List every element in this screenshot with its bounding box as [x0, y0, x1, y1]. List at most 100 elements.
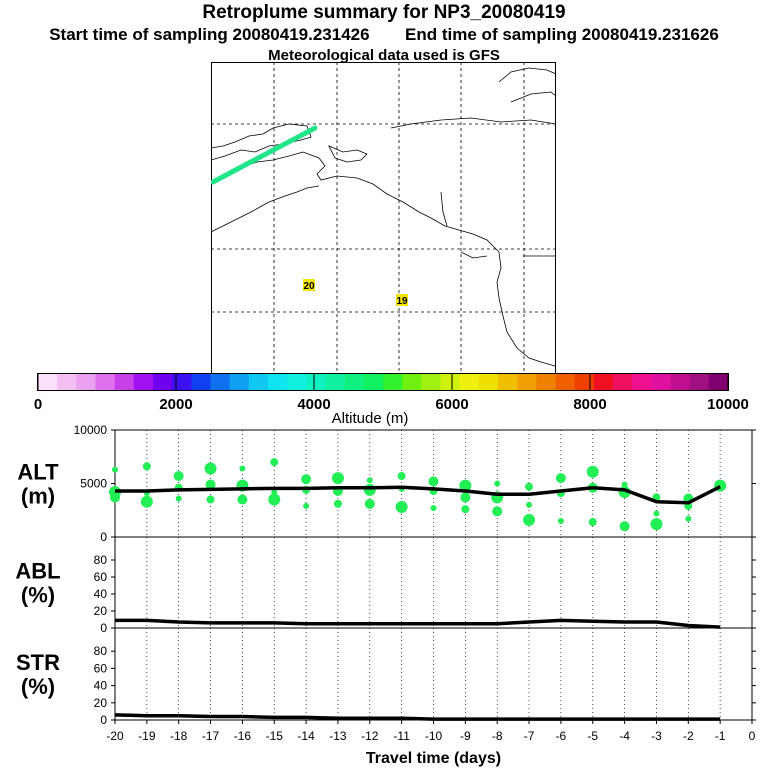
- panel-ylabel: STR: [16, 650, 60, 675]
- scatter-point: [492, 506, 503, 517]
- y-tick-label: 40: [94, 587, 108, 601]
- scatter-point: [140, 495, 153, 508]
- panel-ylabel: (%): [21, 583, 55, 608]
- colorbar-cell: [689, 374, 710, 390]
- end-value: 20080419.231626: [581, 25, 719, 44]
- plume-trajectory: [211, 125, 318, 185]
- y-tick-label: 60: [94, 570, 108, 584]
- scatter-point: [653, 510, 660, 517]
- scatter-point: [523, 513, 536, 526]
- scatter-point: [430, 505, 437, 512]
- colorbar-cell: [670, 374, 691, 390]
- colorbar-cell: [306, 374, 326, 390]
- colorbar-cell: [153, 374, 173, 390]
- x-tick-label: -18: [170, 729, 188, 743]
- colorbar-cell: [248, 374, 269, 390]
- scatter-point: [619, 521, 630, 532]
- x-tick-label: -16: [234, 729, 252, 743]
- map-graticule: [211, 62, 556, 374]
- colorbar-cell: [440, 374, 461, 390]
- colorbar-cell: [421, 374, 441, 390]
- sampling-times: Start time of sampling 20080419.231426 E…: [0, 25, 768, 45]
- chart-title: Retroplume summary for NP3_20080419: [202, 2, 566, 23]
- scatter-point: [459, 479, 472, 492]
- colorbar-cell: [613, 374, 633, 390]
- colorbar-cell: [325, 374, 346, 390]
- scatter-point: [333, 499, 342, 508]
- x-tick-label: 0: [749, 729, 756, 743]
- y-tick-label: 0: [100, 621, 107, 635]
- mean-line: [115, 618, 721, 629]
- x-tick-label: -3: [651, 729, 662, 743]
- colorbar-cell: [172, 374, 192, 390]
- scatter-point: [363, 483, 376, 496]
- x-tick-label: -15: [266, 729, 284, 743]
- scatter-point: [588, 518, 597, 527]
- scatter-point: [460, 492, 471, 503]
- altitude-colorbar: 0 2000 4000 6000 8000 10000 Altitude (m): [34, 373, 749, 427]
- colorbar-cell: [708, 374, 729, 390]
- colorbar-cell: [191, 374, 211, 390]
- x-tick-label: -12: [361, 729, 379, 743]
- scatter-point: [301, 474, 312, 485]
- scatter-point: [175, 495, 182, 502]
- panel-ylabel: (m): [21, 484, 55, 509]
- colorbar-tick-label: 0: [34, 396, 42, 413]
- colorbar-cell: [344, 374, 365, 390]
- colorbar-cell: [229, 374, 250, 390]
- scatter-point: [239, 465, 246, 472]
- scatter-point: [461, 505, 470, 514]
- colorbar-tick-label: 6000: [435, 396, 468, 413]
- x-tick-label: -19: [138, 729, 156, 743]
- colorbar-tick-label: 8000: [573, 396, 606, 413]
- x-tick-label: -8: [492, 729, 503, 743]
- scatter-point: [428, 476, 439, 487]
- colorbar-cells: [38, 374, 729, 390]
- colorbar-cell: [459, 374, 480, 390]
- x-tick-label: -6: [556, 729, 567, 743]
- y-tick-label: 40: [94, 679, 108, 693]
- x-tick-label: -14: [297, 729, 315, 743]
- scatter-point: [557, 517, 564, 524]
- scatter-point: [303, 502, 310, 509]
- colorbar-cell: [363, 374, 384, 390]
- x-tick-label: -1: [715, 729, 726, 743]
- colorbar-tick-label: 10000: [707, 396, 749, 413]
- scatter-point: [268, 493, 281, 506]
- colorbar-cell: [651, 374, 671, 390]
- scatter-point: [366, 477, 373, 484]
- panel-frame: [114, 627, 753, 721]
- start-value: 20080419.231426: [232, 25, 370, 44]
- panel-frame: [114, 536, 753, 629]
- x-tick-label: -17: [202, 729, 220, 743]
- y-tick-label: 0: [100, 530, 107, 544]
- scatter-point: [526, 501, 533, 508]
- colorbar-cell: [498, 374, 518, 390]
- panel-ylabel: ABL: [15, 559, 60, 584]
- colorbar-cell: [76, 374, 96, 390]
- scatter-point: [173, 471, 184, 482]
- day-marker-label: 20: [303, 281, 315, 292]
- x-tick-label: -9: [460, 729, 471, 743]
- colorbar-cell: [133, 374, 154, 390]
- colorbar-cell: [632, 374, 652, 390]
- x-tick-label: -7: [524, 729, 535, 743]
- map-frame: [211, 62, 556, 374]
- colorbar-tick-label: 2000: [159, 396, 192, 413]
- x-tick-label: -5: [587, 729, 598, 743]
- colorbar-cell: [287, 374, 307, 390]
- colorbar-cell: [57, 374, 77, 390]
- scatter-point: [206, 495, 215, 504]
- mean-line: [115, 485, 721, 505]
- scatter-point: [142, 462, 151, 471]
- scatter-point: [397, 472, 406, 481]
- scatter-point: [621, 481, 628, 488]
- trajectory-map: 20 19: [211, 62, 556, 374]
- panel-abl: 0 20 40 60 80 ABL(%): [15, 536, 756, 635]
- colorbar-cell: [555, 374, 576, 390]
- colorbar-cell: [478, 374, 499, 390]
- colorbar-label: Altitude (m): [332, 410, 409, 427]
- day-marker-label: 19: [396, 296, 408, 307]
- start-label: Start time of sampling: [49, 25, 228, 44]
- panel-str: 0 20 40 60 80 STR(%): [16, 627, 756, 727]
